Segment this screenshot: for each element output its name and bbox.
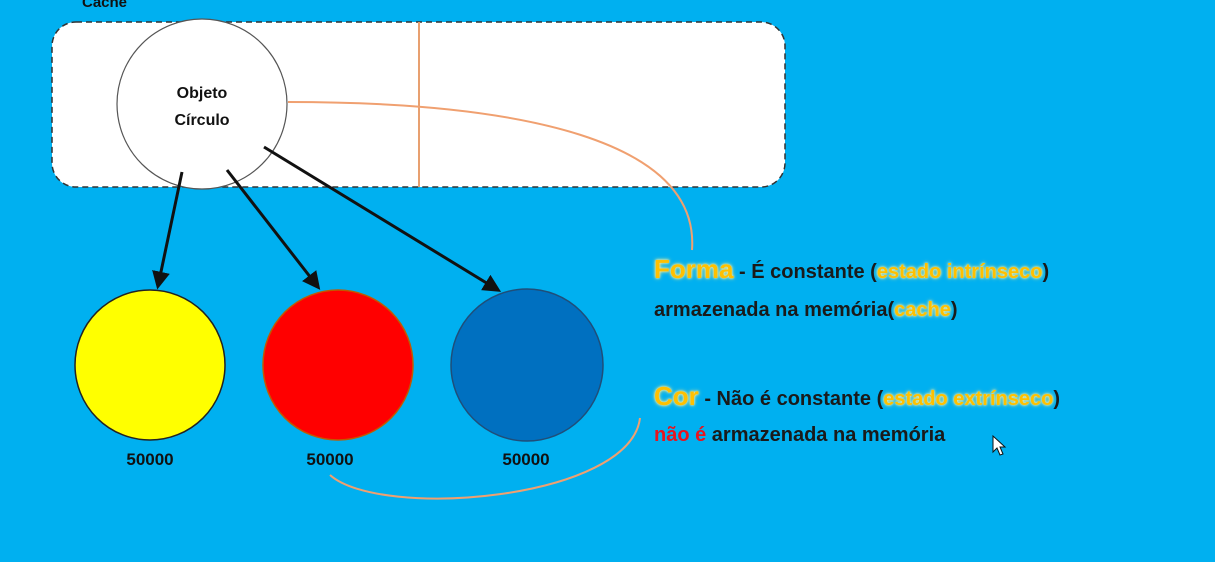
cor-term: Cor [654,381,699,411]
red-count: 50000 [306,450,354,469]
arrow-to-blue [263,145,502,292]
blue-count: 50000 [502,450,550,469]
forma-line2-a: armazenada na memória( [654,299,895,321]
forma-line2-b: ) [950,299,958,321]
forma-close: ) [1042,261,1050,283]
forma-sep: - É constante ( [733,261,877,283]
cursor-icon [992,434,1007,456]
cor-connector [329,417,641,500]
cor-close: ) [1053,388,1061,410]
forma-state: estado intrínseco [876,261,1043,283]
forma-term: Forma [654,254,734,284]
object-circle [116,18,288,190]
cor-line2: não é armazenada na memória [654,424,945,447]
yellow-count: 50000 [126,450,174,469]
cache-label: Cache [82,0,128,11]
object-label: Objeto Círculo [140,80,264,134]
object-label-line2: Círculo [174,112,230,129]
cor-sep: - Não é constante ( [698,388,884,410]
cor-state: estado extrínseco [883,388,1054,410]
red-circle [262,289,414,441]
arrow-to-yellow [152,171,184,290]
cor-line1: Cor - Não é constante (estado extrínseco… [654,381,1060,412]
cor-line2-rest: armazenada na memória [706,424,946,446]
forma-line2: armazenada na memória(cache) [654,299,958,322]
yellow-circle [74,289,226,441]
forma-line1: Forma - É constante (estado intrínseco) [654,254,1049,285]
arrow-to-red [225,169,321,290]
blue-circle [450,288,604,442]
forma-line2-hl: cache [894,299,951,321]
cor-line2-red: não é [654,424,707,446]
object-label-line1: Objeto [176,85,228,102]
forma-connector [287,101,694,251]
